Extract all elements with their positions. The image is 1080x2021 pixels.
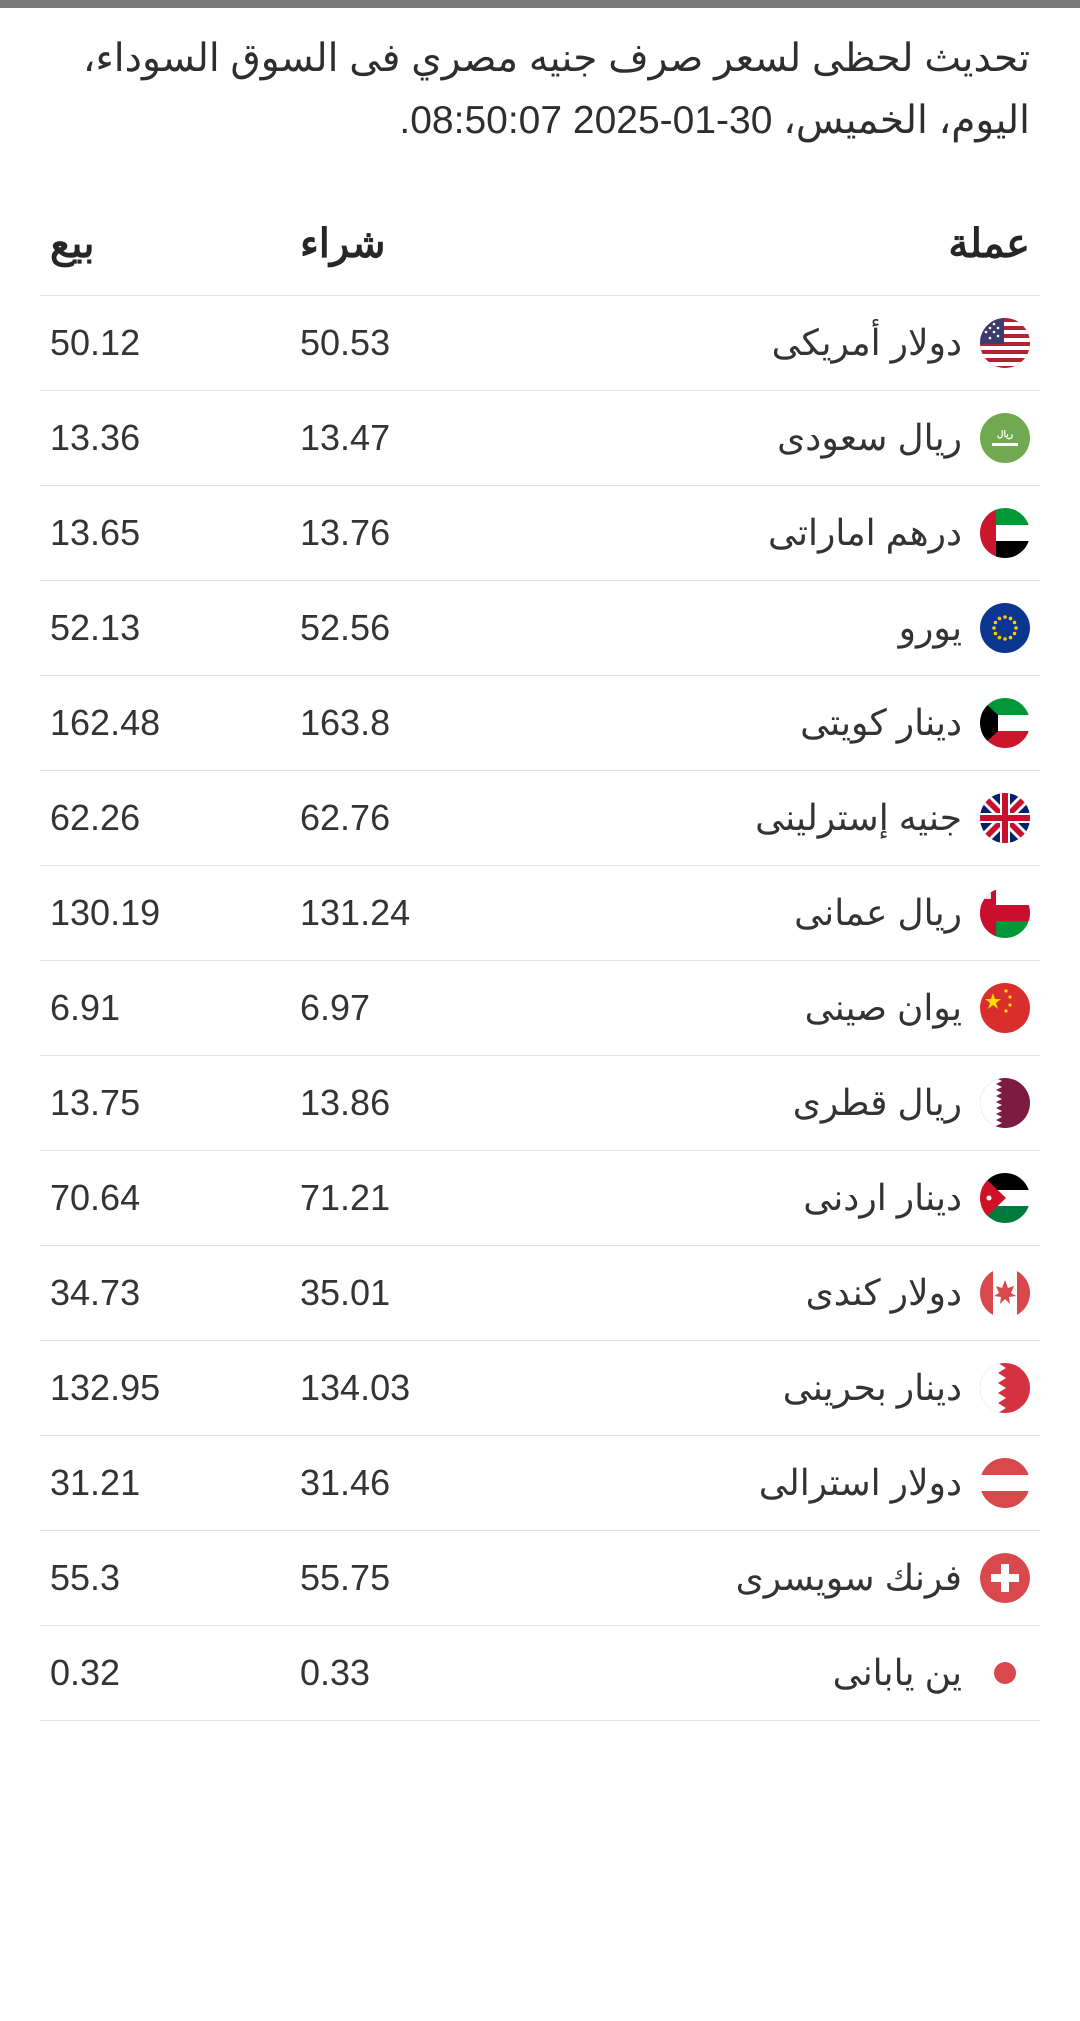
- cell-currency: ين يابانى: [540, 1625, 1040, 1720]
- cell-sell: 55.3: [40, 1530, 290, 1625]
- table-row: ريال عمانى 131.24130.19: [40, 865, 1040, 960]
- cell-buy: 134.03: [290, 1340, 540, 1435]
- svg-text:ريال: ريال: [997, 429, 1013, 440]
- bh-flag-icon: [980, 1363, 1030, 1413]
- table-row: يوان صينى 6.976.91: [40, 960, 1040, 1055]
- header-buy: شراء: [290, 203, 540, 296]
- cn-flag-icon: [980, 983, 1030, 1033]
- cell-currency: جنيه إسترلينى: [540, 770, 1040, 865]
- cell-sell: 0.32: [40, 1625, 290, 1720]
- cell-sell: 13.75: [40, 1055, 290, 1150]
- cell-buy: 163.8: [290, 675, 540, 770]
- table-row: جنيه إسترلينى 62.7662.26: [40, 770, 1040, 865]
- cell-sell: 132.95: [40, 1340, 290, 1435]
- currency-name: ريال قطرى: [793, 1082, 962, 1124]
- cell-buy: 13.86: [290, 1055, 540, 1150]
- kw-flag-icon: [980, 698, 1030, 748]
- gb-flag-icon: [980, 793, 1030, 843]
- currency-name: دينار اردنى: [803, 1177, 962, 1219]
- cell-buy: 31.46: [290, 1435, 540, 1530]
- sa-flag-icon: ريال: [980, 413, 1030, 463]
- cell-currency: دينار كويتى: [540, 675, 1040, 770]
- cell-sell: 34.73: [40, 1245, 290, 1340]
- cell-sell: 52.13: [40, 580, 290, 675]
- table-row: دينار كويتى 163.8162.48: [40, 675, 1040, 770]
- us-flag-icon: [980, 318, 1030, 368]
- table-row: فرنك سويسرى 55.7555.3: [40, 1530, 1040, 1625]
- cell-sell: 31.21: [40, 1435, 290, 1530]
- currency-name: ريال سعودى: [777, 417, 962, 459]
- table-header-row: عملة شراء بيع: [40, 203, 1040, 296]
- cell-buy: 13.76: [290, 485, 540, 580]
- cell-sell: 13.36: [40, 390, 290, 485]
- table-row: درهم اماراتى 13.7613.65: [40, 485, 1040, 580]
- currency-name: فرنك سويسرى: [736, 1557, 962, 1599]
- cell-buy: 52.56: [290, 580, 540, 675]
- cell-currency: ريال عمانى: [540, 865, 1040, 960]
- table-row: ريال ريال سعودى13.4713.36: [40, 390, 1040, 485]
- jo-flag-icon: [980, 1173, 1030, 1223]
- currency-name: ريال عمانى: [794, 892, 962, 934]
- cell-buy: 55.75: [290, 1530, 540, 1625]
- table-row: دولار كندى 35.0134.73: [40, 1245, 1040, 1340]
- cell-buy: 6.97: [290, 960, 540, 1055]
- cell-buy: 71.21: [290, 1150, 540, 1245]
- currency-name: دولار أمريكى: [772, 322, 962, 364]
- table-row: دولار أمريكى 50.5350.12: [40, 295, 1040, 390]
- cell-currency: دينار اردنى: [540, 1150, 1040, 1245]
- currency-name: دولار استرالى: [759, 1462, 962, 1504]
- table-row: دينار اردنى 71.2170.64: [40, 1150, 1040, 1245]
- ae-flag-icon: [980, 508, 1030, 558]
- ch-flag-icon: [980, 1553, 1030, 1603]
- header-sell: بيع: [40, 203, 290, 296]
- cell-currency: دينار بحرينى: [540, 1340, 1040, 1435]
- om-flag-icon: [980, 888, 1030, 938]
- cell-sell: 130.19: [40, 865, 290, 960]
- cell-sell: 6.91: [40, 960, 290, 1055]
- currency-name: دينار كويتى: [800, 702, 962, 744]
- currency-name: جنيه إسترلينى: [755, 797, 962, 839]
- cell-sell: 13.65: [40, 485, 290, 580]
- cell-sell: 162.48: [40, 675, 290, 770]
- currency-name: درهم اماراتى: [768, 512, 962, 554]
- cell-currency: فرنك سويسرى: [540, 1530, 1040, 1625]
- table-row: يورو 52.5652.13: [40, 580, 1040, 675]
- main-container: تحديث لحظى لسعر صرف جنيه مصري فى السوق ا…: [0, 8, 1080, 1721]
- cell-sell: 50.12: [40, 295, 290, 390]
- header-currency: عملة: [540, 203, 1040, 296]
- cell-currency: دولار استرالى: [540, 1435, 1040, 1530]
- cell-buy: 0.33: [290, 1625, 540, 1720]
- cell-currency: ريال ريال سعودى: [540, 390, 1040, 485]
- currency-name: دولار كندى: [806, 1272, 962, 1314]
- eu-flag-icon: [980, 603, 1030, 653]
- table-row: دينار بحرينى 134.03132.95: [40, 1340, 1040, 1435]
- cell-buy: 62.76: [290, 770, 540, 865]
- at-flag-icon: [980, 1458, 1030, 1508]
- cell-buy: 35.01: [290, 1245, 540, 1340]
- cell-buy: 13.47: [290, 390, 540, 485]
- cell-sell: 70.64: [40, 1150, 290, 1245]
- table-row: دولار استرالى 31.4631.21: [40, 1435, 1040, 1530]
- currency-name: يوان صينى: [805, 987, 962, 1029]
- currency-name: دينار بحرينى: [783, 1367, 962, 1409]
- exchange-rates-table: عملة شراء بيع دولار أمريكى 50.5350.12 ريا…: [40, 203, 1040, 1721]
- cell-sell: 62.26: [40, 770, 290, 865]
- page-headline: تحديث لحظى لسعر صرف جنيه مصري فى السوق ا…: [40, 28, 1040, 153]
- cell-currency: دولار أمريكى: [540, 295, 1040, 390]
- currency-name: يورو: [899, 607, 962, 649]
- cell-currency: درهم اماراتى: [540, 485, 1040, 580]
- cell-currency: يورو: [540, 580, 1040, 675]
- cell-buy: 50.53: [290, 295, 540, 390]
- cell-buy: 131.24: [290, 865, 540, 960]
- qa-flag-icon: [980, 1078, 1030, 1128]
- ca-flag-icon: [980, 1268, 1030, 1318]
- cell-currency: ريال قطرى: [540, 1055, 1040, 1150]
- table-row: ين يابانى 0.330.32: [40, 1625, 1040, 1720]
- currency-name: ين يابانى: [833, 1652, 962, 1694]
- cell-currency: يوان صينى: [540, 960, 1040, 1055]
- top-bar: [0, 0, 1080, 8]
- table-row: ريال قطرى 13.8613.75: [40, 1055, 1040, 1150]
- cell-currency: دولار كندى: [540, 1245, 1040, 1340]
- jp-flag-icon: [980, 1648, 1030, 1698]
